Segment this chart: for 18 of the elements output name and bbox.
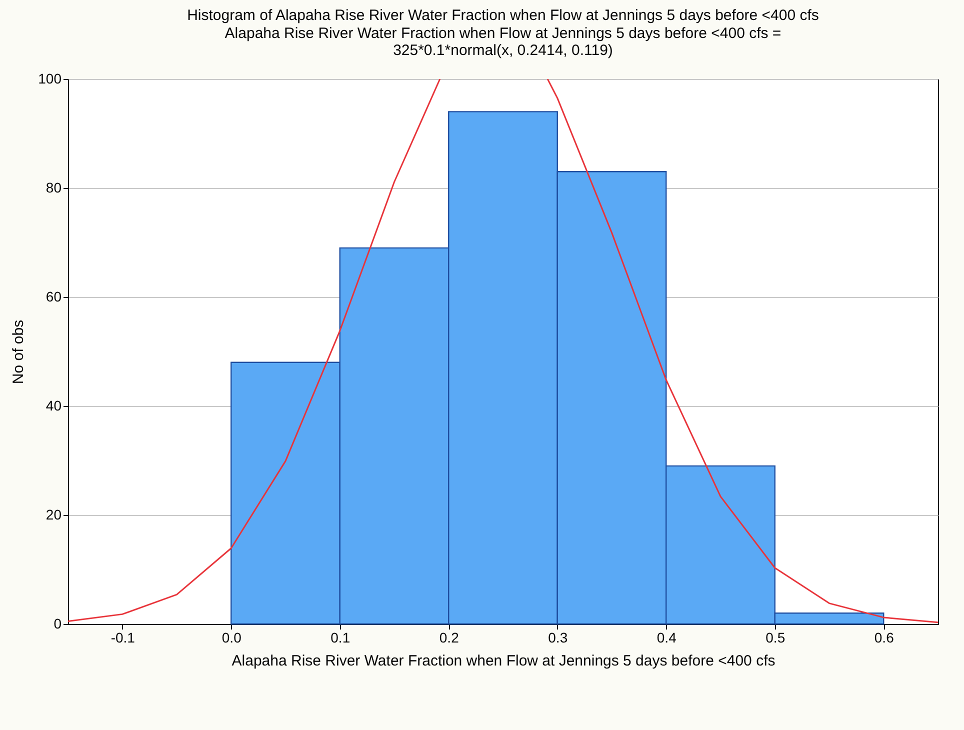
- chart-subtitle: Alapaha Rise River Water Fraction when Flow at Jennings 5 days before <400 cfs = 325*0.1*normal(x, 0.2414, 0.119): [224, 25, 782, 59]
- x-tick-label: 0.6: [874, 630, 894, 646]
- chart-title: Histogram of Alapaha Rise River Water Fraction when Flow at Jennings 5 days before <400 cfs: [187, 7, 819, 24]
- y-tick-label: 0: [54, 616, 62, 632]
- y-axis-title: No of obs: [10, 320, 28, 384]
- x-tick-label: 0.2: [439, 630, 460, 646]
- x-tick-label: 0.3: [548, 630, 568, 646]
- x-tick-label: 0.1: [330, 630, 350, 646]
- x-tick-label: 0.0: [222, 630, 242, 646]
- x-tick-label: 0.4: [656, 630, 677, 646]
- x-axis-title: Alapaha Rise River Water Fraction when Flow at Jennings 5 days before <400 cfs: [232, 652, 776, 670]
- y-tick-label: 20: [46, 506, 62, 522]
- y-tick-label: 80: [46, 180, 62, 196]
- x-tick-label: 0.5: [766, 630, 786, 646]
- y-tick-label: 60: [46, 288, 62, 304]
- y-tick-label: 100: [38, 70, 62, 86]
- x-tick-label: -0.1: [110, 630, 136, 646]
- y-tick-label: 40: [46, 398, 62, 414]
